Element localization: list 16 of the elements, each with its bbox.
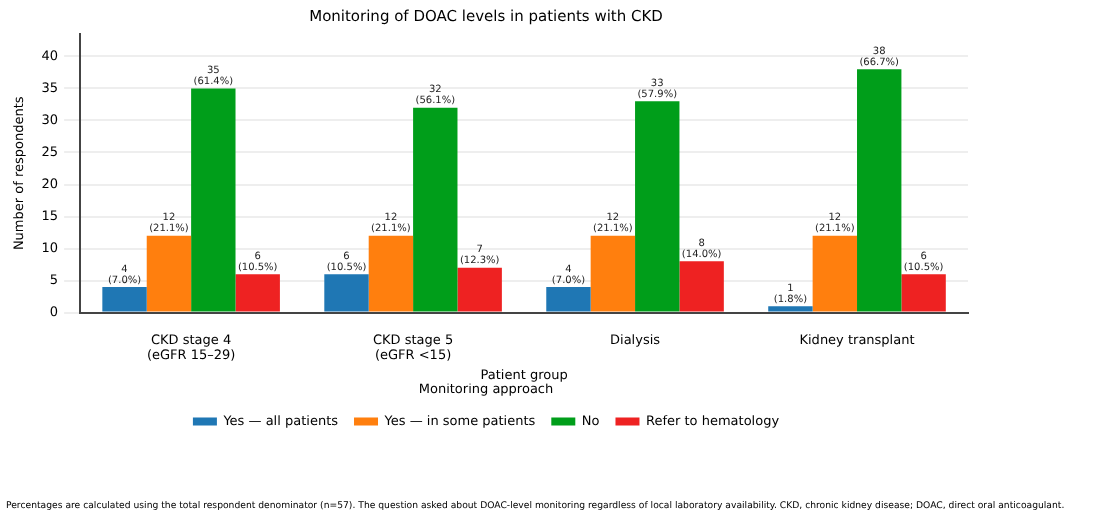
bar <box>146 235 192 312</box>
bar <box>324 274 369 312</box>
bar <box>857 69 902 312</box>
bar <box>546 286 591 312</box>
bar <box>679 261 724 312</box>
bar <box>901 274 946 312</box>
bar <box>635 101 680 312</box>
bar <box>368 235 414 312</box>
bar <box>590 235 636 312</box>
bar <box>191 88 236 312</box>
bar <box>235 274 280 312</box>
bar <box>768 306 813 312</box>
bar <box>457 267 502 312</box>
bar <box>812 235 858 312</box>
bar <box>413 107 458 312</box>
bar <box>102 286 147 312</box>
